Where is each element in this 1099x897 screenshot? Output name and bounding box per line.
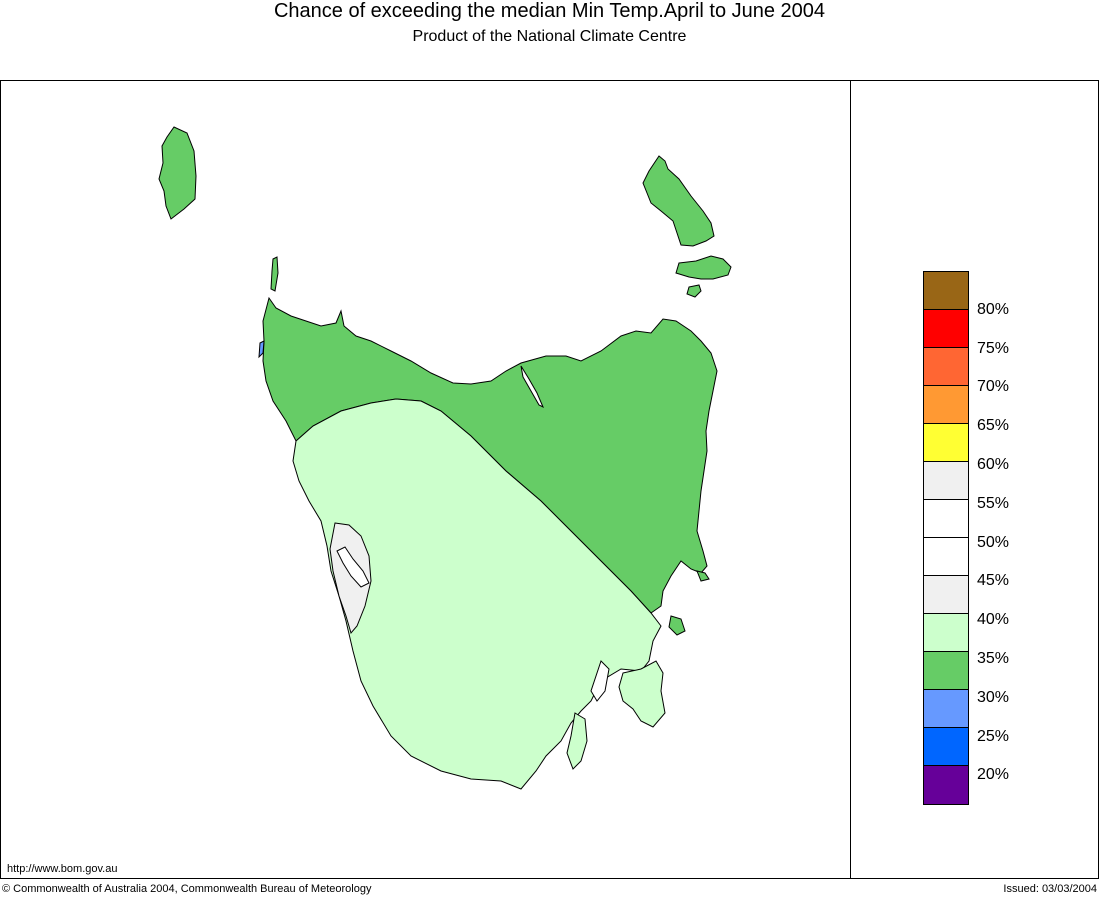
north-west-blue-patch [258,340,265,359]
legend-swatch [924,462,968,500]
schouten-island [696,570,710,582]
legend-swatch [924,272,968,310]
legend-swatch [924,348,968,386]
copyright-notice: © Commonwealth of Australia 2004, Common… [2,883,372,895]
tasmania-map [158,126,732,790]
legend-label: 70% [977,378,1010,396]
legend-panel: 80% 75% 70% 65% 60% 55% 50% 45% 40% 35% 30% 25% 20% [850,81,1099,878]
tasman-peninsula [618,660,666,728]
maria-island [668,615,686,636]
legend-swatch [924,690,968,728]
legend-swatch [924,728,968,766]
legend-label: 60% [977,456,1010,473]
legend-swatch [924,424,968,462]
legend-swatch [924,310,968,348]
legend-label: 30% [977,688,1010,706]
king-island [158,126,197,220]
legend-swatch [924,576,968,614]
legend-label: 50% [977,533,1010,551]
legend-label: 40% [977,611,1010,629]
map-panel: http://www.bom.gov.au [1,81,850,878]
map-subtitle: Product of the National Climate Centre [412,28,687,45]
legend-label: 75% [977,339,1010,357]
legend-label: 25% [977,727,1010,745]
legend-swatch [924,538,968,576]
macquarie-harbour [336,546,370,588]
legend-label: 55% [977,494,1010,512]
legend-color-bar [923,271,969,805]
hunter-island [270,256,279,292]
legend-swatch [924,500,968,538]
legend-label: 35% [977,650,1010,667]
legend-swatch [924,386,968,424]
bruny-island [566,712,588,770]
website-url[interactable]: http://www.bom.gov.au [7,863,118,875]
map-title: Chance of exceeding the median Min Temp.… [273,0,826,22]
legend-swatch [924,652,968,690]
legend-swatch [924,614,968,652]
legend-swatch [924,766,968,804]
legend-label: 20% [977,766,1010,784]
tamar-estuary [520,365,544,409]
map-frame: http://www.bom.gov.au 80% 75% 70% 65% 60% 55%… [0,80,1099,879]
cape-barren-island [675,255,732,280]
legend-label: 80% [977,300,1010,318]
derwent-estuary [590,660,610,702]
flinders-island [642,155,715,247]
issued-date: Issued: 03/03/2004 [1003,883,1097,895]
legend-label: 45% [977,572,1010,590]
clarke-island [686,284,702,298]
legend-label: 65% [977,417,1010,435]
